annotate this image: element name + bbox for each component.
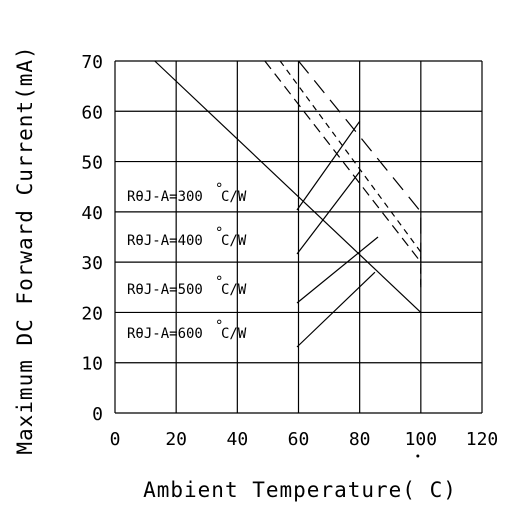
series-lines bbox=[154, 60, 422, 313]
y-tick-label: 10 bbox=[81, 354, 103, 375]
annotation-leader bbox=[296, 236, 379, 304]
annotation-label: RθJ-A=600 bbox=[127, 326, 203, 342]
annotation-degree: ° bbox=[215, 274, 223, 290]
grid bbox=[114, 60, 483, 414]
y-tick-label: 60 bbox=[81, 102, 103, 123]
tick-labels: 0 20 40 60 80 100 120 0 10 20 30 40 50 60 70 bbox=[81, 52, 498, 458]
series-line-4 bbox=[154, 60, 422, 313]
annotation-degree: ° bbox=[215, 318, 223, 334]
x-tick-label: 100 bbox=[405, 429, 438, 450]
annotation-degree: ° bbox=[215, 181, 223, 197]
annotation-unit: C/W bbox=[221, 282, 247, 298]
annotation-label: RθJ-A=400 bbox=[127, 233, 203, 249]
annotation-label: RθJ-A=300 bbox=[127, 189, 203, 205]
series-line-2 bbox=[279, 60, 422, 288]
x-axis-title: Ambient Temperature( C) bbox=[143, 478, 457, 502]
y-tick-label: 70 bbox=[81, 52, 103, 73]
annotation-leader bbox=[296, 271, 376, 348]
series-line-3 bbox=[264, 60, 422, 288]
annotation-degree: ° bbox=[215, 225, 223, 241]
x-tick-label: 20 bbox=[165, 429, 187, 450]
x-tick-label: 0 bbox=[110, 429, 121, 450]
series-line-1 bbox=[298, 60, 422, 263]
annotation-leader bbox=[296, 120, 361, 211]
y-axis-title: Maximum DC Forward Current(mA) bbox=[13, 45, 37, 454]
y-tick-label: 50 bbox=[81, 153, 103, 174]
y-tick-label: 30 bbox=[81, 253, 103, 274]
annotation-unit: C/W bbox=[221, 233, 247, 249]
annotation-unit: C/W bbox=[221, 326, 247, 342]
y-tick-label: 40 bbox=[81, 203, 103, 224]
annotation-leader bbox=[296, 171, 361, 255]
x-tick-label: 40 bbox=[226, 429, 248, 450]
annotation-label: RθJ-A=500 bbox=[127, 282, 203, 298]
dot-mark bbox=[416, 454, 420, 458]
y-tick-label: 0 bbox=[92, 404, 103, 425]
annotation-unit: C/W bbox=[221, 189, 247, 205]
x-tick-label: 80 bbox=[349, 429, 371, 450]
x-tick-label: 60 bbox=[288, 429, 310, 450]
x-tick-label: 120 bbox=[466, 429, 499, 450]
y-tick-label: 20 bbox=[81, 303, 103, 324]
